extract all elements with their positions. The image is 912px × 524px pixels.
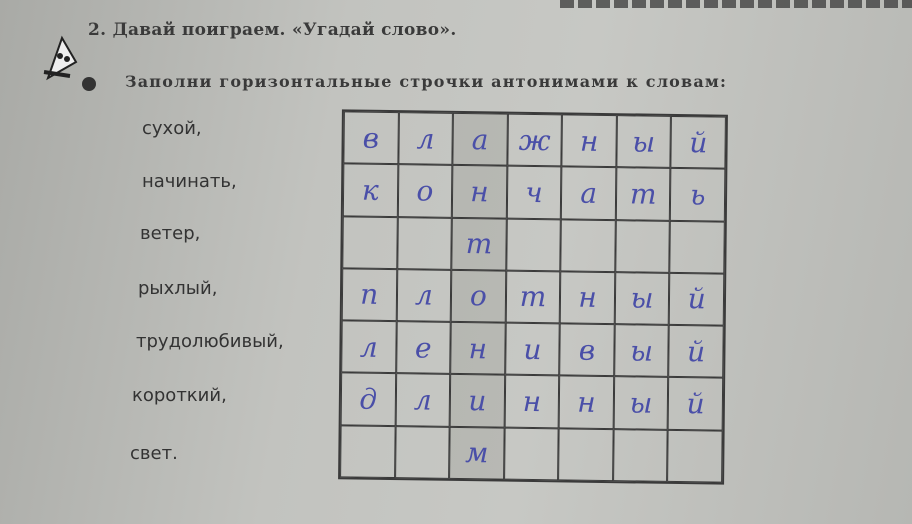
crossword-cell[interactable] [615, 219, 671, 273]
crossword-cell[interactable]: а [561, 166, 617, 220]
clue-word: сухой, [142, 118, 202, 139]
bullet-icon [82, 77, 96, 91]
crossword-cell[interactable] [342, 215, 398, 269]
crossword-cell[interactable]: т [505, 270, 561, 324]
crossword-cell[interactable]: й [669, 272, 725, 326]
crossword-cell[interactable]: в [559, 323, 615, 377]
crossword-cell[interactable] [394, 425, 450, 479]
task-title: 2. Давай поиграем. «Угадай слово». [88, 20, 457, 40]
crossword-cell[interactable]: т [451, 217, 507, 271]
crossword-cell[interactable] [396, 216, 452, 270]
crossword-cell[interactable]: н [560, 271, 616, 325]
clue-word: трудолюбивый, [136, 331, 284, 352]
crossword-cell[interactable] [503, 427, 559, 481]
crossword-cell[interactable]: и [504, 322, 561, 376]
crossword-cell[interactable]: й [668, 325, 724, 379]
crossword-cell[interactable]: ь [670, 168, 726, 222]
crossword-cell[interactable]: й [668, 377, 724, 431]
crossword-cell[interactable]: л [396, 268, 452, 322]
crossword-cell[interactable]: о [397, 164, 453, 218]
crossword-cell[interactable] [669, 220, 725, 274]
crossword-cell[interactable]: л [397, 112, 454, 166]
clue-word: свет. [130, 443, 178, 464]
mascot-icon [43, 35, 78, 81]
crossword-cell[interactable]: н [450, 321, 506, 376]
crossword-cell[interactable]: а [452, 112, 508, 166]
crossword-cell[interactable]: ж [507, 113, 563, 167]
crossword-cell[interactable]: т [615, 167, 671, 221]
crossword-cell[interactable]: в [343, 111, 399, 165]
clue-word: рыхлый, [138, 278, 218, 299]
crossword-cell[interactable]: н [558, 375, 615, 429]
cut-off-header-text [560, 0, 912, 8]
crossword-cell[interactable]: к [342, 163, 398, 217]
crossword-cell[interactable]: й [670, 115, 726, 169]
crossword-cell[interactable]: л [341, 320, 397, 374]
crossword-cell[interactable]: ы [616, 115, 672, 169]
crossword-cell[interactable]: ы [613, 376, 669, 430]
crossword-cell[interactable]: о [450, 269, 506, 323]
crossword-cell[interactable] [612, 428, 669, 482]
crossword-cell[interactable]: ы [614, 324, 670, 378]
task-instruction: Заполни горизонтальные строчки антонимам… [125, 72, 728, 91]
crossword-cell[interactable] [340, 425, 396, 479]
crossword-cell[interactable] [558, 428, 614, 482]
crossword-cell[interactable]: д [340, 372, 396, 426]
crossword-cell[interactable] [667, 429, 723, 483]
crossword-cell[interactable]: ы [614, 271, 670, 326]
crossword-cell[interactable]: е [395, 321, 451, 375]
crossword-cell[interactable]: м [449, 426, 505, 480]
clue-word: начинать, [142, 171, 237, 192]
crossword-cell[interactable]: н [561, 114, 617, 168]
crossword-cell[interactable]: п [341, 268, 397, 322]
crossword-cell[interactable]: л [395, 373, 451, 427]
crossword-cell[interactable] [560, 218, 616, 272]
clue-word: короткий, [132, 385, 227, 406]
crossword-cell[interactable]: н [504, 375, 560, 429]
crossword-cell[interactable]: н [451, 165, 508, 219]
crossword-cell[interactable]: и [449, 374, 505, 428]
crossword-cell[interactable] [505, 218, 562, 272]
clue-word: ветер, [140, 223, 201, 244]
crossword-cell[interactable]: ч [506, 165, 562, 219]
